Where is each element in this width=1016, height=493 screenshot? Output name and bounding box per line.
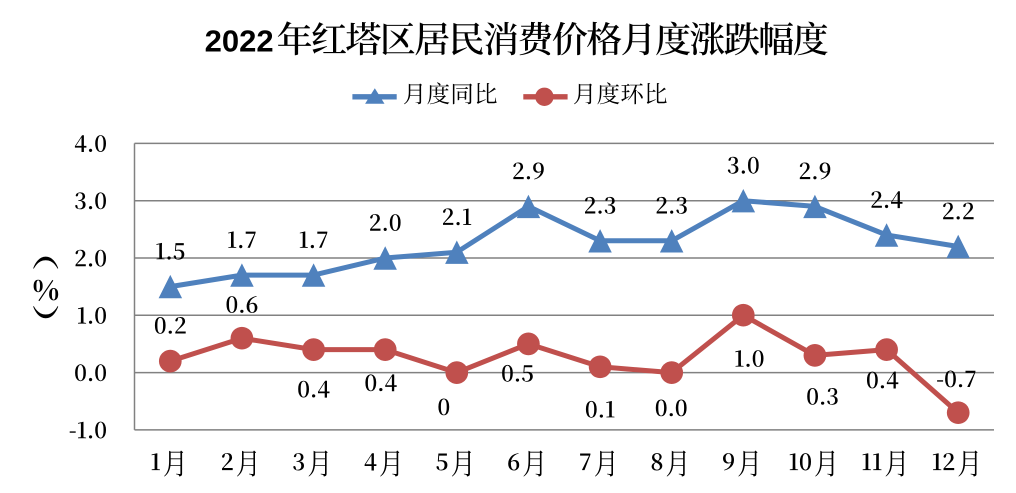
svg-text:2022: 2022	[205, 24, 274, 59]
